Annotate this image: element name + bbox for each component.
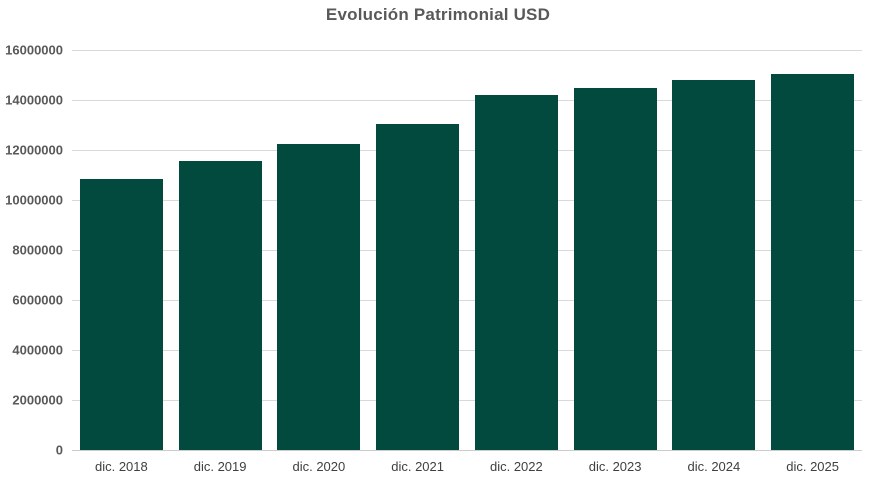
x-axis-category-label: dic. 2023 [588, 459, 642, 474]
x-axis-category-label: dic. 2018 [94, 459, 148, 474]
plot-area [72, 50, 862, 451]
bar-dic-2024 [672, 80, 756, 450]
gridline [72, 300, 862, 301]
gridline [72, 400, 862, 401]
gridline [72, 250, 862, 251]
y-axis-tick-label: 14000000 [5, 92, 63, 108]
bar-dic-2022 [474, 95, 558, 450]
bar-dic-2023 [573, 87, 657, 450]
gridline [72, 100, 862, 101]
x-axis-category-label: dic. 2024 [687, 459, 741, 474]
y-axis-tick-label: 4000000 [12, 342, 63, 358]
y-axis-tick-label: 12000000 [5, 142, 63, 158]
bar-dic-2025 [771, 73, 855, 450]
y-axis: 0 2000000 4000000 6000000 8000000 10000000 120… [0, 43, 63, 458]
bar-dic-2019 [178, 161, 262, 450]
y-axis-tick-label: 16000000 [5, 42, 63, 58]
y-axis-tick-label: 6000000 [12, 292, 63, 308]
gridline [72, 350, 862, 351]
x-axis: dic. 2018 dic. 2019 dic. 2020 dic. 2021 dic.… [72, 459, 862, 474]
x-axis-category-label: dic. 2021 [391, 459, 444, 474]
x-axis-category-label: dic. 2019 [193, 459, 247, 474]
y-axis-tick-label: 8000000 [12, 242, 63, 258]
gridline [72, 150, 862, 151]
y-axis-tick-label: 0 [55, 442, 63, 458]
gridline [72, 200, 862, 201]
chart-title: Evolución Patrimonial USD [325, 5, 551, 24]
bar-dic-2018 [79, 178, 163, 450]
bar-dic-2020 [277, 143, 361, 450]
y-axis-tick-label: 2000000 [12, 392, 63, 408]
x-axis-line [72, 450, 862, 451]
bar-dic-2021 [376, 123, 460, 450]
gridline [72, 50, 862, 51]
x-axis-category-label: dic. 2025 [786, 459, 839, 474]
x-axis-category-label: dic. 2022 [489, 459, 543, 474]
x-axis-category-label: dic. 2020 [292, 459, 346, 474]
y-axis-tick-label: 10000000 [5, 192, 63, 208]
